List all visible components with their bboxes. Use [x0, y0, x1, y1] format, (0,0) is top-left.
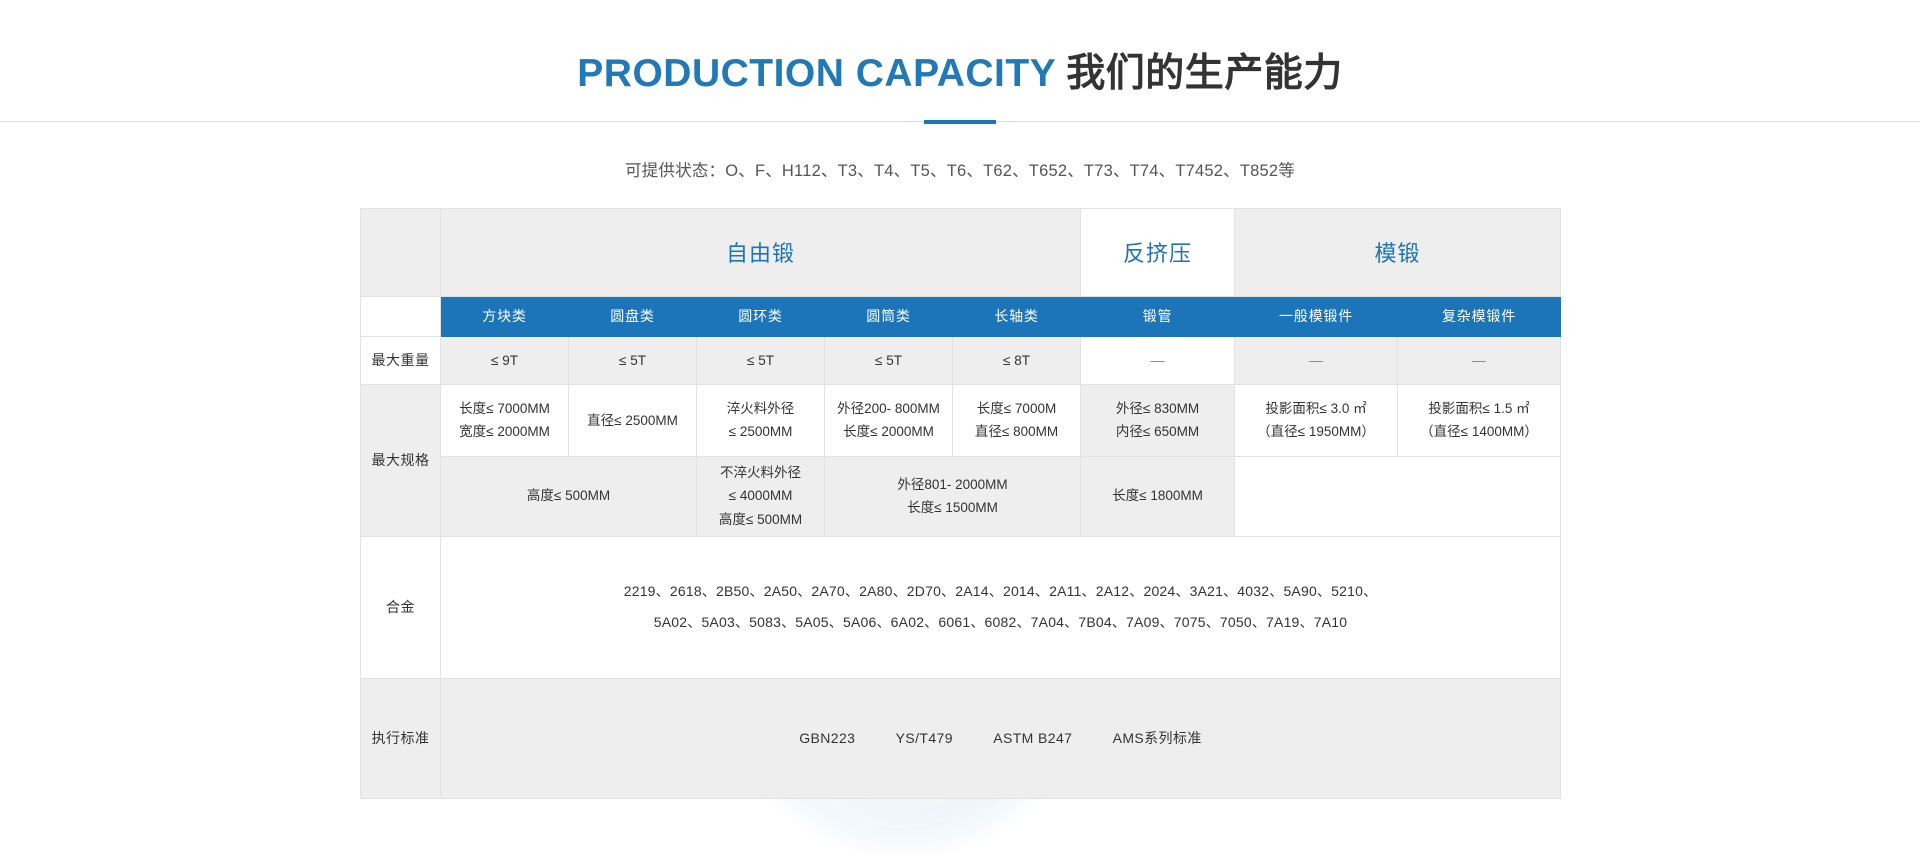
cell-text: （直径≤ 1950MM） — [1257, 424, 1375, 440]
cell-text: 长度≤ 7000M — [976, 400, 1057, 416]
cell-text: 外径≤ 830MM — [1115, 400, 1200, 416]
cell-text: 不淬火料外径 — [720, 464, 801, 480]
cell-max-weight-die-complex: — — [1396, 335, 1562, 385]
alloy-line: 5A02、5A03、5083、5A05、5A06、6A02、6061、6082、… — [653, 614, 1348, 631]
table-group-header-row: 自由锻 反挤压 模锻 — [360, 207, 1562, 297]
row-label-standards: 执行标准 — [360, 677, 441, 799]
column-header-disc: 圆盘类 — [568, 295, 697, 337]
cell-text: 长度≤ 7000MM — [459, 400, 550, 416]
divider-accent-bar — [924, 119, 996, 124]
page-title-chinese: 我们的生产能力 — [1066, 52, 1343, 95]
cell-standards-list: GBN223 YS/T479 ASTM B247 AMS系列标准 — [439, 677, 1562, 799]
row-label-max-spec: 最大规格 — [360, 383, 441, 537]
available-tempers-subtitle: 可提供状态：O、F、H112、T3、T4、T5、T6、T62、T652、T73、… — [625, 161, 1295, 180]
alloy-line: 2219、2618、2B50、2A50、2A70、2A80、2D70、2A14、… — [623, 582, 1378, 599]
cell-text: ≤ 4000MM — [728, 488, 793, 504]
table-row-max-weight: 最大重量 ≤ 9T ≤ 5T ≤ 5T ≤ 5T ≤ 8T — — — — [360, 335, 1562, 385]
title-divider — [0, 119, 1920, 124]
column-header-shaft: 长轴类 — [952, 295, 1081, 337]
column-header-die-general: 一般模锻件 — [1234, 295, 1398, 337]
cell-max-spec-cylinder: 外径200- 800MM 长度≤ 2000MM — [824, 383, 953, 457]
group-header-free-forging: 自由锻 — [440, 207, 1081, 297]
table-row-alloy: 合金 2219、2618、2B50、2A50、2A70、2A80、2D70、2A… — [360, 535, 1562, 679]
cell-max-spec2-square-disc: 高度≤ 500MM — [440, 455, 697, 537]
production-capacity-table: 自由锻 反挤压 模锻 方块类 圆盘类 圆环类 圆筒类 长轴类 锻管 一般模锻件 … — [360, 207, 1562, 799]
table-row-max-spec-line1: 最大规格 长度≤ 7000MM 宽度≤ 2000MM 直径≤ 2500MM 淬火… — [360, 383, 1562, 537]
cell-max-spec-square: 长度≤ 7000MM 宽度≤ 2000MM — [440, 383, 569, 457]
cell-max-spec-shaft: 长度≤ 7000M 直径≤ 800MM — [952, 383, 1081, 457]
cell-text: 宽度≤ 2000MM — [459, 424, 550, 440]
cell-max-spec2-die-empty — [1233, 455, 1562, 537]
cell-max-spec2-pipe: 长度≤ 1800MM — [1080, 455, 1235, 537]
column-header-ring: 圆环类 — [696, 295, 825, 337]
group-header-die-forging: 模锻 — [1233, 207, 1562, 297]
cell-text: 长度≤ 2000MM — [843, 424, 934, 440]
table-row-max-spec-line2: 高度≤ 500MM 不淬火料外径 ≤ 4000MM 高度≤ 500MM 外径80… — [361, 455, 1562, 537]
cell-max-spec-die-complex: 投影面积≤ 1.5 ㎡ （直径≤ 1400MM） — [1396, 383, 1562, 457]
group-header-back-extrusion: 反挤压 — [1080, 207, 1235, 297]
cell-max-spec-disc: 直径≤ 2500MM — [568, 383, 697, 457]
cell-text: 内径≤ 650MM — [1115, 424, 1200, 440]
capacity-table-wrapper: 自由锻 反挤压 模锻 方块类 圆盘类 圆环类 圆筒类 长轴类 锻管 一般模锻件 … — [360, 207, 1562, 855]
cell-text: 投影面积≤ 3.0 ㎡ — [1265, 400, 1367, 416]
standard-item: AMS系列标准 — [1112, 730, 1202, 747]
cell-max-spec-die-general: 投影面积≤ 3.0 ㎡ （直径≤ 1950MM） — [1234, 383, 1398, 457]
cell-max-weight-die-general: — — [1234, 335, 1398, 385]
row-label-max-weight: 最大重量 — [360, 335, 441, 385]
cell-text: 长度≤ 1500MM — [907, 500, 998, 516]
cell-max-weight-ring: ≤ 5T — [696, 335, 825, 385]
column-header-die-complex: 复杂模锻件 — [1396, 295, 1562, 337]
cell-alloy-list: 2219、2618、2B50、2A50、2A70、2A80、2D70、2A14、… — [439, 535, 1562, 679]
cell-text: ≤ 2500MM — [728, 424, 793, 440]
standard-item: YS/T479 — [895, 730, 953, 747]
cell-max-weight-square: ≤ 9T — [440, 335, 569, 385]
cell-text: （直径≤ 1400MM） — [1420, 424, 1538, 440]
page-header: PRODUCTION CAPACITY 我们的生产能力 可提供状态：O、F、H11… — [0, 0, 1920, 181]
cell-text: 外径200- 800MM — [837, 400, 940, 416]
standard-item: GBN223 — [799, 730, 856, 747]
cell-text: 高度≤ 500MM — [718, 512, 803, 528]
cell-text: 淬火料外径 — [726, 400, 795, 416]
cell-max-spec-pipe: 外径≤ 830MM 内径≤ 650MM — [1080, 383, 1235, 457]
group-header-corner — [360, 207, 441, 297]
cell-max-spec2-ring: 不淬火料外径 ≤ 4000MM 高度≤ 500MM — [696, 455, 825, 537]
cell-text: 外径801- 2000MM — [897, 476, 1008, 492]
cell-max-weight-cylinder: ≤ 5T — [824, 335, 953, 385]
table-column-header-row: 方块类 圆盘类 圆环类 圆筒类 长轴类 锻管 一般模锻件 复杂模锻件 — [360, 295, 1562, 337]
cell-text: 投影面积≤ 1.5 ㎡ — [1428, 400, 1530, 416]
cell-text: 长度≤ 1800MM — [1112, 488, 1203, 504]
page-title: PRODUCTION CAPACITY 我们的生产能力 — [0, 52, 1920, 97]
column-header-cylinder: 圆筒类 — [824, 295, 953, 337]
column-header-square: 方块类 — [440, 295, 569, 337]
standard-item: ASTM B247 — [993, 730, 1073, 747]
cell-max-weight-disc: ≤ 5T — [568, 335, 697, 385]
cell-max-weight-pipe: — — [1080, 335, 1235, 385]
cell-text: 直径≤ 800MM — [974, 424, 1059, 440]
cell-text: 直径≤ 2500MM — [587, 412, 678, 428]
cell-max-weight-shaft: ≤ 8T — [952, 335, 1081, 385]
table-row-standards: 执行标准 GBN223 YS/T479 ASTM B247 AMS系列标准 — [360, 677, 1562, 799]
column-header-pipe: 锻管 — [1080, 295, 1235, 337]
cell-text: 高度≤ 500MM — [526, 488, 611, 504]
row-label-alloy: 合金 — [360, 535, 441, 679]
column-header-blank — [360, 295, 441, 337]
page-title-english: PRODUCTION CAPACITY — [577, 52, 1057, 95]
cell-max-spec-ring: 淬火料外径 ≤ 2500MM — [696, 383, 825, 457]
cell-max-spec2-cylinder-shaft: 外径801- 2000MM 长度≤ 1500MM — [824, 455, 1081, 537]
